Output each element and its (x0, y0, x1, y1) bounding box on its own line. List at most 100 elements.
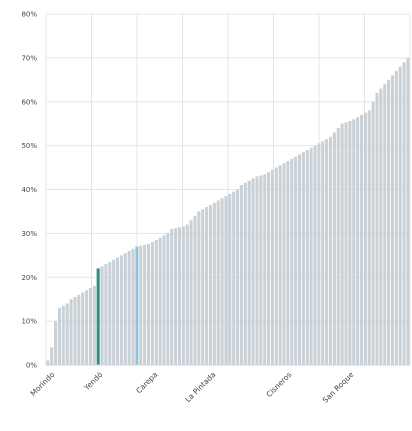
bar (328, 136, 333, 365)
bar (57, 307, 61, 365)
bar (348, 121, 352, 366)
y-tick-label: 70% (21, 54, 37, 62)
bar (375, 92, 379, 365)
bar (286, 160, 290, 365)
bar (332, 132, 336, 365)
bar (383, 84, 387, 365)
bar (150, 242, 154, 365)
bar (232, 191, 236, 365)
bar (282, 163, 286, 365)
bar (259, 175, 263, 365)
bar (54, 321, 58, 365)
bar (270, 169, 274, 365)
bar (77, 294, 81, 365)
bar (189, 220, 193, 365)
bar (390, 75, 395, 366)
bar (201, 209, 205, 365)
bar (294, 156, 298, 365)
bar (139, 245, 143, 365)
bar (193, 215, 197, 365)
bar (387, 79, 391, 365)
bar (255, 176, 259, 365)
bar (317, 143, 321, 365)
bar (197, 211, 201, 365)
bar (321, 141, 325, 365)
bar (290, 158, 294, 365)
bar (267, 171, 271, 365)
bar (367, 110, 371, 366)
bar (228, 193, 232, 365)
bar (251, 178, 255, 365)
bar (177, 227, 182, 365)
x-tick-label: La Pintada (183, 370, 217, 404)
bar (205, 207, 209, 365)
bar (344, 122, 348, 365)
bar (119, 255, 123, 365)
bar (224, 196, 228, 365)
bar (81, 292, 85, 365)
bar (146, 243, 151, 365)
bar (69, 299, 73, 365)
bar (181, 226, 185, 365)
bar (46, 360, 50, 365)
bar (61, 305, 65, 365)
bar (65, 303, 69, 365)
y-tick-label: 80% (21, 11, 37, 19)
bar (340, 123, 344, 365)
bar (356, 117, 360, 365)
x-tick-label: Carepa (134, 370, 159, 395)
bar (359, 114, 364, 365)
y-axis: 0% 10% 20% 30% 40% 50% 60% 70% 80% (21, 11, 37, 370)
bar (274, 167, 278, 365)
bar-highlighted (96, 268, 100, 365)
bar (247, 180, 251, 365)
y-tick-label: 30% (21, 230, 37, 238)
bar (174, 228, 178, 365)
y-tick-label: 10% (21, 318, 37, 326)
bar (212, 202, 216, 365)
y-tick-label: 20% (21, 274, 37, 282)
bar (127, 250, 131, 365)
bar (154, 239, 158, 365)
bar (88, 288, 92, 365)
bars (46, 57, 410, 366)
bar (92, 286, 96, 365)
bar (50, 347, 54, 365)
bar (166, 233, 170, 365)
bar-highlighted (135, 246, 139, 365)
bar (108, 261, 112, 365)
bar (73, 296, 77, 365)
bar (305, 150, 309, 365)
bar (158, 237, 162, 365)
bar (236, 189, 240, 365)
bar (336, 128, 340, 365)
y-tick-label: 60% (21, 98, 37, 106)
bar (363, 112, 367, 365)
bar (208, 204, 213, 365)
bar (402, 62, 406, 365)
y-tick-label: 0% (26, 362, 37, 370)
bar (170, 228, 174, 365)
bar (239, 185, 243, 365)
y-tick-label: 40% (21, 186, 37, 194)
x-tick-label: San Roque (321, 370, 356, 405)
bar (309, 147, 313, 365)
bar (298, 154, 302, 365)
x-axis: Morindo Yendó Carepa La Pintada Cisneros San … (29, 364, 410, 405)
bar (243, 182, 247, 365)
bar (394, 71, 398, 365)
bar (104, 264, 108, 365)
bar (162, 235, 166, 365)
bar (216, 200, 220, 365)
bar (131, 248, 135, 365)
bar (123, 253, 127, 365)
bar (406, 57, 410, 365)
bar (371, 101, 375, 365)
bar (185, 224, 189, 365)
bar (325, 139, 329, 365)
bar (100, 266, 104, 365)
bar (116, 257, 120, 365)
y-tick-label: 50% (21, 142, 37, 150)
bar (379, 88, 383, 366)
